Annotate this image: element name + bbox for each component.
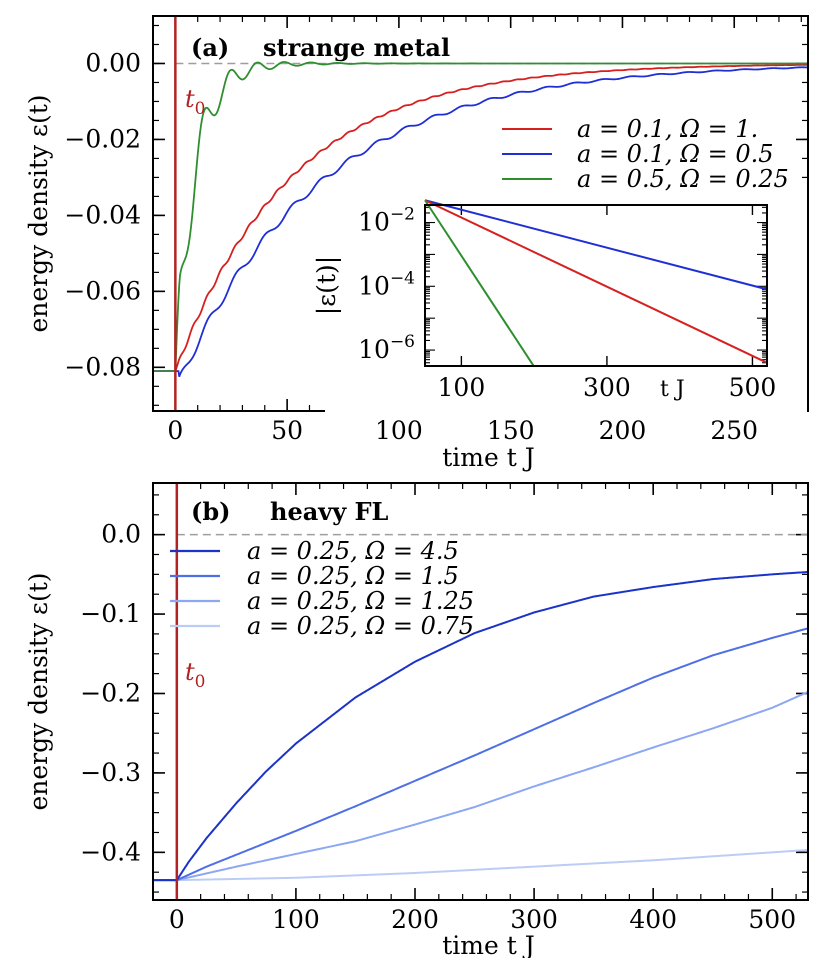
panel-a-series	[153, 61, 808, 378]
inset-series	[424, 199, 768, 368]
panel-b-title: heavy FL	[270, 497, 389, 526]
legend-entry: a = 0.1, Ω = 1.	[577, 115, 758, 143]
inset-line-red	[424, 199, 768, 364]
inset-line-blue	[424, 199, 768, 291]
x-tick-label: 0	[167, 416, 183, 445]
panel-b-frame	[152, 482, 809, 901]
panel-b-t0-label: t0	[185, 658, 205, 692]
inset-x-tick-label: 100	[438, 373, 486, 402]
x-tick-label: 150	[487, 416, 535, 445]
legend-entry: a = 0.25, Ω = 4.5	[247, 537, 459, 565]
inset-x-tick-label: 500	[729, 373, 777, 402]
y-tick-label: −0.08	[64, 352, 141, 381]
panel-a-y-axis-label: energy density ε(t)	[24, 94, 53, 332]
x-tick-label: 200	[599, 416, 647, 445]
panel-a-t0-label: t0	[185, 85, 205, 119]
inset-y-axis-label: |ε(t)|	[312, 256, 342, 315]
x-tick-label: 0	[169, 905, 185, 934]
series-line-fl3	[153, 690, 809, 882]
inset-x-axis-label: t J	[660, 377, 685, 402]
inset-frame	[424, 204, 768, 367]
series-line-green	[153, 61, 808, 373]
y-tick-label: −0.04	[64, 200, 141, 229]
y-tick-label: 0.00	[85, 48, 141, 77]
x-tick-label: 500	[748, 905, 796, 934]
panel-b-x-axis-label: time t J	[442, 931, 535, 958]
legend-entry: a = 0.5, Ω = 0.25	[577, 165, 789, 193]
panel-a-legend: a = 0.1, Ω = 1.a = 0.1, Ω = 0.5a = 0.5, …	[502, 115, 789, 193]
x-tick-label: 250	[710, 416, 758, 445]
series-line-fl1	[153, 570, 809, 882]
y-tick-label: −0.02	[64, 124, 141, 153]
series-line-red	[153, 63, 808, 373]
panel-a: 0 50 100 150 200 2500.00−0.02−0.04−0.06−0.08 …	[24, 15, 809, 472]
y-tick-label: −0.1	[80, 599, 141, 628]
panel-a-x-axis-label: time t J	[442, 443, 535, 472]
x-tick-label: 200	[391, 905, 439, 934]
series-line-blue	[153, 66, 808, 378]
y-tick-label: −0.2	[80, 678, 141, 707]
y-tick-label: −0.06	[64, 276, 141, 305]
legend-entry: a = 0.25, Ω = 1.5	[247, 562, 459, 590]
panel-b-label: (b)	[191, 497, 231, 526]
panel-a-title: strange metal	[263, 33, 450, 62]
y-tick-label: −0.3	[80, 758, 141, 787]
panel-b-series	[153, 570, 809, 882]
y-tick-label: −0.4	[80, 837, 141, 866]
x-tick-label: 300	[510, 905, 558, 934]
panel-b-y-axis-label: energy density ε(t)	[24, 572, 53, 810]
series-line-fl4	[153, 848, 809, 882]
legend-entry: a = 0.1, Ω = 0.5	[577, 140, 774, 168]
legend-entry: a = 0.25, Ω = 0.75	[247, 612, 474, 640]
inset-line-green	[424, 199, 535, 368]
panel-a-label: (a)	[191, 33, 229, 62]
legend-entry: a = 0.25, Ω = 1.25	[247, 587, 474, 615]
x-tick-label: 400	[629, 905, 677, 934]
series-line-fl2	[153, 627, 809, 882]
inset-background	[325, 195, 807, 416]
panel-b-legend: a = 0.25, Ω = 4.5a = 0.25, Ω = 1.5a = 0.…	[170, 537, 474, 640]
x-tick-label: 100	[375, 416, 423, 445]
inset-x-tick-label: 300	[583, 373, 631, 402]
x-tick-label: 50	[271, 416, 303, 445]
x-tick-label: 100	[272, 905, 320, 934]
y-tick-label: 0.0	[101, 520, 141, 549]
